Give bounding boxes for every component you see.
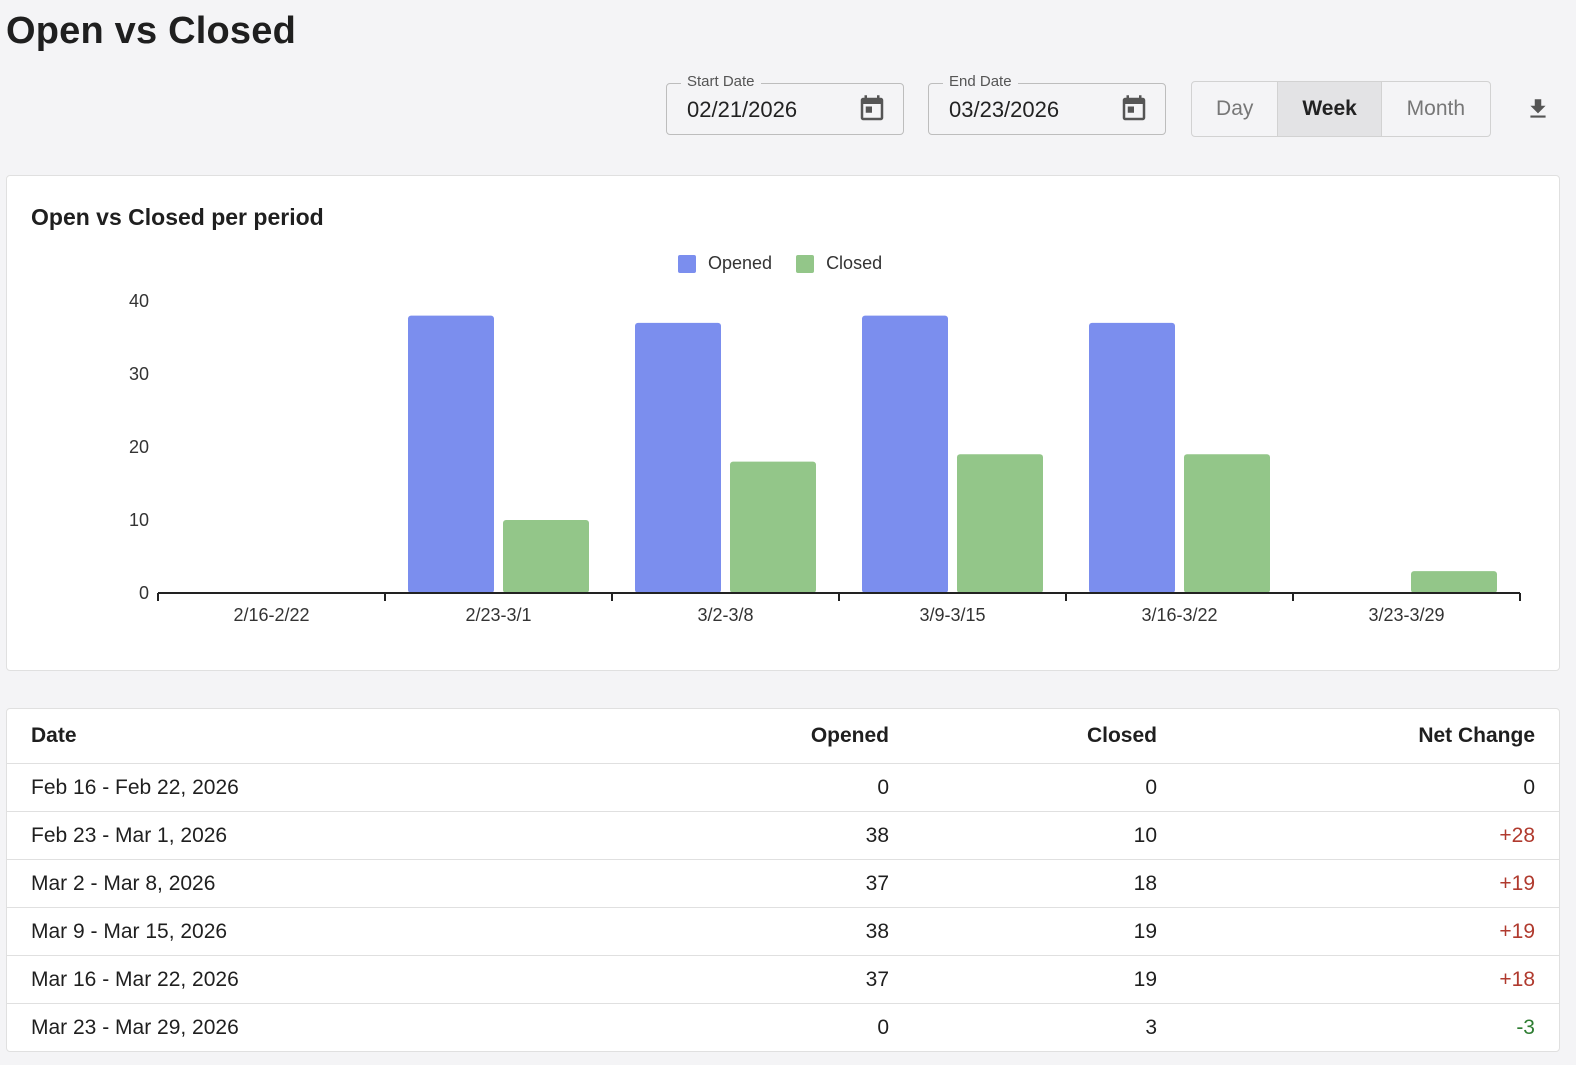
legend-label-closed: Closed xyxy=(826,253,883,273)
header-net-change[interactable]: Net Change xyxy=(1418,724,1535,747)
row-date: Mar 23 - Mar 29, 2026 xyxy=(7,1003,535,1051)
legend-item-opened[interactable]: Opened xyxy=(678,253,772,274)
row-date: Feb 16 - Feb 22, 2026 xyxy=(7,763,535,812)
x-tick-label: 3/9-3/15 xyxy=(919,605,985,625)
row-date: Mar 16 - Mar 22, 2026 xyxy=(7,955,535,1004)
row-closed: 19 xyxy=(913,907,1181,956)
table-row: Mar 16 - Mar 22, 2026 37 19 +18 xyxy=(7,955,1559,1004)
start-date-field[interactable]: Start Date 02/21/2026 xyxy=(666,73,904,135)
y-tick-label: 10 xyxy=(129,510,149,530)
bar-opened xyxy=(635,322,721,593)
summary-table-card: Date Opened Closed Net Change Feb 16 - F… xyxy=(6,708,1560,1052)
x-tick-label: 2/23-3/1 xyxy=(465,605,531,625)
header-opened[interactable]: Opened xyxy=(810,724,889,747)
row-opened: 0 xyxy=(535,1003,913,1051)
x-tick-label: 3/23-3/29 xyxy=(1368,605,1444,625)
start-date-label: Start Date xyxy=(681,73,761,90)
row-opened: 0 xyxy=(535,763,913,812)
x-tick-label: 3/16-3/22 xyxy=(1141,605,1217,625)
day-button[interactable]: Day xyxy=(1192,82,1279,136)
page-title: Open vs Closed xyxy=(6,10,296,52)
row-closed: 18 xyxy=(913,859,1181,908)
bar-opened xyxy=(862,315,948,593)
bar-closed xyxy=(730,461,816,593)
bar-closed xyxy=(957,454,1043,593)
end-date-value[interactable]: 03/23/2026 xyxy=(949,97,1060,122)
row-date: Mar 9 - Mar 15, 2026 xyxy=(7,907,535,956)
row-closed: 19 xyxy=(913,955,1181,1004)
bar-opened xyxy=(1089,322,1175,593)
row-opened: 38 xyxy=(535,907,913,956)
end-date-field[interactable]: End Date 03/23/2026 xyxy=(928,73,1166,135)
summary-table: Date Opened Closed Net Change Feb 16 - F… xyxy=(7,709,1559,1051)
month-button[interactable]: Month xyxy=(1406,97,1466,120)
opened-swatch xyxy=(678,254,696,273)
table-row: Mar 9 - Mar 15, 2026 38 19 +19 xyxy=(7,907,1559,956)
header-date[interactable]: Date xyxy=(31,724,77,747)
table-row: Feb 16 - Feb 22, 2026 0 0 0 xyxy=(7,763,1559,812)
end-date-label: End Date xyxy=(943,73,1018,90)
calendar-icon[interactable] xyxy=(1119,94,1149,124)
calendar-icon[interactable] xyxy=(857,94,887,124)
row-net-change: 0 xyxy=(1181,763,1559,812)
table-row: Mar 2 - Mar 8, 2026 37 18 +19 xyxy=(7,859,1559,908)
legend-label-opened: Opened xyxy=(708,253,773,273)
row-net-change: -3 xyxy=(1181,1003,1559,1051)
table-row: Feb 23 - Mar 1, 2026 38 10 +28 xyxy=(7,811,1559,860)
row-date: Feb 23 - Mar 1, 2026 xyxy=(7,811,535,860)
row-closed: 10 xyxy=(913,811,1181,860)
week-button[interactable]: Week xyxy=(1278,82,1382,136)
y-tick-label: 20 xyxy=(129,437,149,457)
bar-closed xyxy=(1411,571,1497,593)
chart-title: Open vs Closed per period xyxy=(31,204,324,230)
bar-closed xyxy=(1184,454,1270,593)
row-date: Mar 2 - Mar 8, 2026 xyxy=(7,859,535,908)
download-icon[interactable] xyxy=(1525,95,1551,123)
header-closed[interactable]: Closed xyxy=(1086,724,1157,747)
bar-closed xyxy=(503,520,589,593)
row-opened: 38 xyxy=(535,811,913,860)
chart-legend: Opened Closed xyxy=(678,253,906,274)
row-net-change: +18 xyxy=(1181,955,1559,1004)
bar-opened xyxy=(408,315,494,593)
row-net-change: +19 xyxy=(1181,907,1559,956)
table-row: Mar 23 - Mar 29, 2026 0 3 -3 xyxy=(7,1003,1559,1051)
row-opened: 37 xyxy=(535,859,913,908)
granularity-toggle: Day Week Month xyxy=(1191,81,1491,137)
chart-card: Open vs Closed per period Opened Closed … xyxy=(6,175,1560,671)
start-date-value[interactable]: 02/21/2026 xyxy=(687,97,798,122)
row-closed: 3 xyxy=(913,1003,1181,1051)
x-tick-label: 3/2-3/8 xyxy=(697,605,753,625)
row-opened: 37 xyxy=(535,955,913,1004)
y-tick-label: 30 xyxy=(129,364,149,384)
y-tick-label: 0 xyxy=(139,583,149,603)
bar-chart: 0 10 20 30 40 2/16-2/22 2/23-3/1 3/2-3/8 3/9-3/1… xyxy=(129,291,1521,625)
y-tick-label: 40 xyxy=(129,291,149,311)
x-tick-label: 2/16-2/22 xyxy=(233,605,309,625)
table-header-row: Date Opened Closed Net Change xyxy=(7,709,1559,764)
row-net-change: +19 xyxy=(1181,859,1559,908)
closed-swatch xyxy=(796,254,815,273)
legend-item-closed[interactable]: Closed xyxy=(796,253,882,274)
row-net-change: +28 xyxy=(1181,811,1559,860)
row-closed: 0 xyxy=(913,763,1181,812)
